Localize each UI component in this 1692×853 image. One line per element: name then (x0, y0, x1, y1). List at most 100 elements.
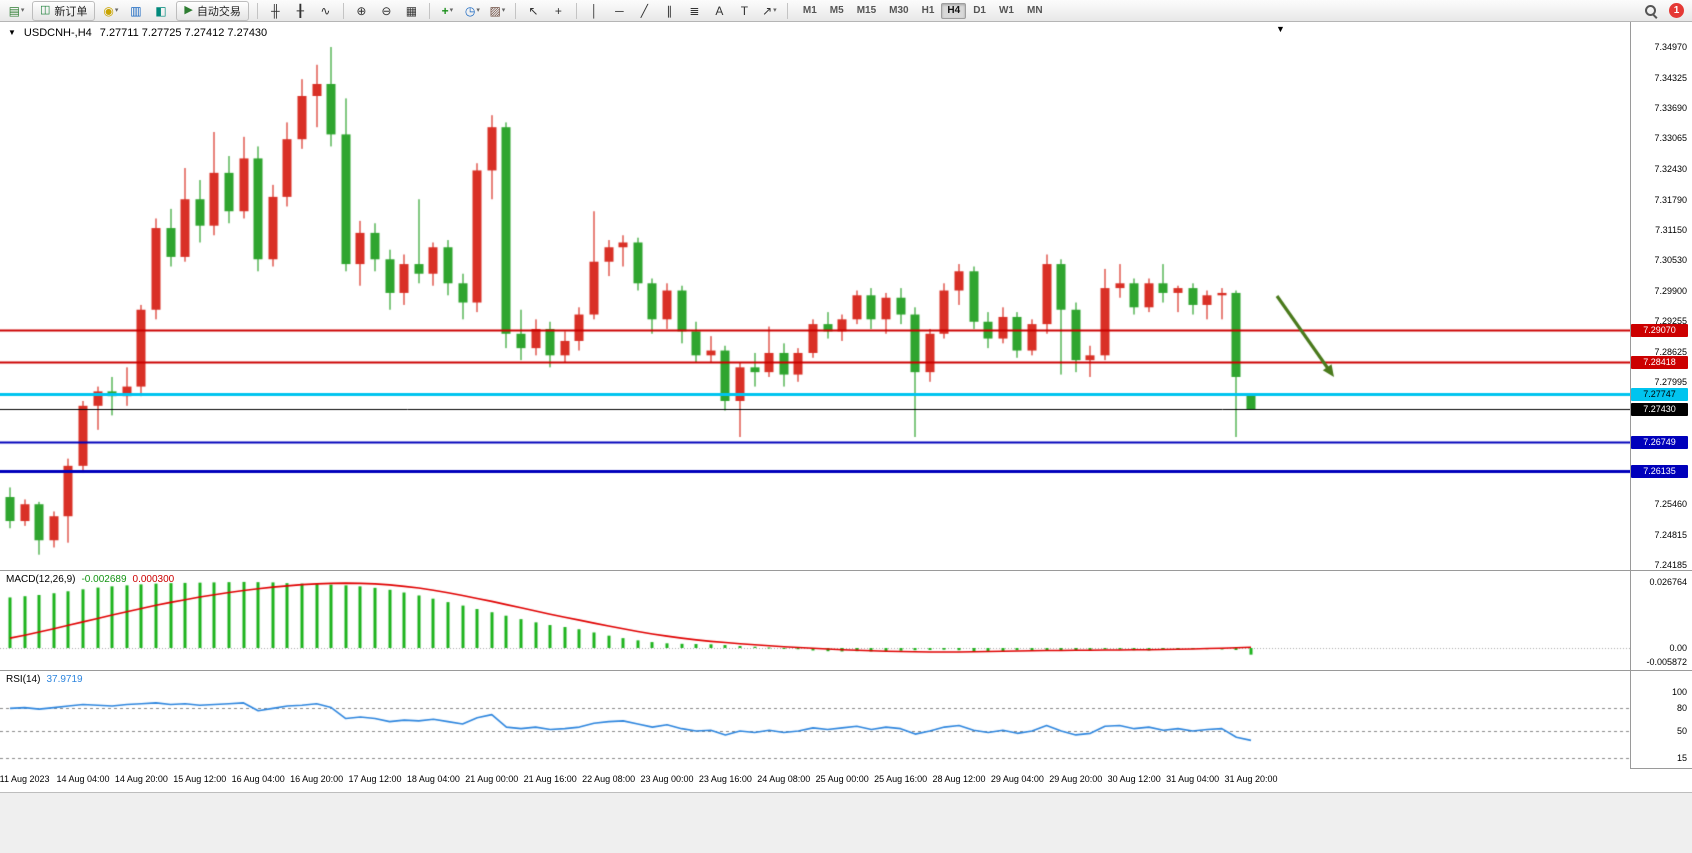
x-axis-label: 16 Aug 04:00 (231, 774, 285, 784)
candlestick-chart-icon-glyph: ╂ (296, 3, 304, 18)
x-axis-label: 31 Aug 04:00 (1166, 774, 1220, 784)
equidistant-channel-icon[interactable]: ∥ (658, 1, 681, 21)
arrows-icon[interactable]: ↗ ▾ (758, 1, 781, 21)
price-axis-label: 7.29255 (1654, 316, 1687, 327)
price-level-badge: 7.26135 (1631, 465, 1688, 479)
price-axis-label: 7.33065 (1654, 133, 1687, 144)
toolbar-separator (342, 2, 344, 19)
timeframe-button-m15[interactable]: M15 (856, 4, 877, 16)
zoom-in-icon[interactable]: ⊕ (350, 1, 373, 21)
trendline-icon[interactable]: ╱ (633, 1, 656, 21)
timeframe-button-d1[interactable]: D1 (973, 4, 986, 16)
chart-quote-ohlc: 7.27711 7.27725 7.27412 7.27430 (99, 27, 268, 39)
indicators-icon-glyph: + (441, 3, 449, 18)
rsi-panel-canvas[interactable] (0, 670, 1630, 768)
macd-axis-label: 0.00 (1669, 643, 1687, 653)
cursor-icon[interactable]: ↖ (522, 1, 545, 21)
vertical-line-icon[interactable]: │ (583, 1, 606, 21)
line-chart-icon[interactable]: ∿ (314, 1, 337, 21)
price-level-badge: 7.26749 (1631, 435, 1688, 449)
timeframe-button-m30[interactable]: M30 (889, 4, 909, 16)
price-axis-label: 7.32430 (1654, 163, 1687, 174)
main-chart-canvas[interactable] (0, 22, 1630, 570)
price-level-badge: 7.29070 (1631, 324, 1688, 338)
x-axis-label: 28 Aug 12:00 (932, 774, 986, 784)
crosshair-icon[interactable]: + (547, 1, 570, 21)
macd-panel-canvas[interactable] (0, 570, 1630, 670)
timeframe-button-w1[interactable]: W1 (998, 4, 1014, 16)
macd-axis-label: -0.005872 (1646, 657, 1687, 668)
dropdown-arrow-icon: ▾ (501, 7, 506, 14)
bar-chart-icon[interactable]: ╫ (264, 1, 287, 21)
profiles-icon-glyph: ◉ (103, 3, 114, 18)
x-axis-label: 11 Aug 2023 (0, 774, 50, 784)
rsi-panel-separator[interactable] (0, 670, 1692, 671)
text-icon[interactable]: A (708, 1, 731, 21)
chart-shift-marker-icon[interactable]: ▼ (1276, 24, 1285, 34)
zoom-out-icon[interactable]: ⊖ (375, 1, 398, 21)
macd-panel-separator[interactable] (0, 570, 1692, 571)
price-axis-label: 7.25460 (1654, 498, 1687, 509)
macd-main-value: -0.002689 (81, 574, 127, 585)
x-axis-label: 30 Aug 12:00 (1107, 774, 1161, 784)
auto-trading-button[interactable]: ▶ 自动交易 (176, 0, 249, 21)
toolbar-separator (428, 2, 430, 19)
cursor-icon-glyph: ↖ (528, 3, 539, 18)
notification-badge[interactable]: 1 (1669, 3, 1684, 18)
horizontal-line-icon-glyph: ─ (615, 3, 624, 18)
time-axis[interactable]: 11 Aug 2023 14 Aug 04:00 14 Aug 20:00 15 Au… (0, 768, 1630, 792)
price-axis[interactable]: 7.34970 7.34325 7.33690 7.33065 7.32430 7.317… (1631, 0, 1692, 852)
label-icon-glyph: T (740, 3, 749, 18)
rsi-axis-label: 50 (1676, 726, 1687, 736)
new-order-button[interactable]: ◫ 新订单 (32, 0, 96, 21)
profiles-icon[interactable]: ◉ ▾ (99, 1, 122, 21)
x-axis-label: 16 Aug 20:00 (290, 774, 344, 784)
toolbar: ▤ ▾ ◫ 新订单 ◉ ▾ ▥ ◧ ▶ 自动交易 ╫ ╂ ∿ ⊕ ⊖ ▦ + ▾ ◷ ▾ ▨ ▾ ↖ + │ ─ ╱ ∥ ≣ A T ↗ ▾ M1… (0, 0, 1692, 22)
oneclick-trading-collapse-icon[interactable]: ▼ (8, 28, 16, 37)
candlestick-chart-icon[interactable]: ╂ (289, 1, 312, 21)
data-window-icon[interactable]: ◧ (149, 1, 172, 21)
rsi-axis-label: 80 (1676, 702, 1687, 713)
toolbar-separator (256, 2, 258, 19)
price-axis-label: 7.29900 (1654, 285, 1687, 296)
periods-icon-glyph: ◷ (464, 3, 476, 18)
rsi-axis-label: 15 (1676, 753, 1687, 764)
tile-windows-icon[interactable]: ▦ (400, 1, 423, 21)
timeframe-button-m1[interactable]: M1 (802, 4, 817, 16)
x-axis-label: 29 Aug 20:00 (1049, 774, 1103, 784)
x-axis-label: 25 Aug 00:00 (815, 774, 869, 784)
toolbar-separator (786, 2, 788, 19)
periods-icon[interactable]: ◷ ▾ (461, 1, 484, 21)
timeframe-button-mn[interactable]: MN (1026, 4, 1043, 16)
x-axis-label: 14 Aug 04:00 (56, 774, 110, 784)
macd-signal-value: 0.000300 (132, 574, 175, 585)
rsi-indicator-label: RSI(14) 37.9719 (6, 674, 83, 685)
timeframe-button-h4[interactable]: H4 (941, 2, 967, 19)
timeframe-button-m5[interactable]: M5 (829, 4, 844, 16)
macd-name: MACD(12,26,9) (6, 574, 76, 585)
fibonacci-icon[interactable]: ≣ (683, 1, 706, 21)
toolbar-separator (514, 2, 516, 19)
timeframe-button-h1[interactable]: H1 (921, 4, 935, 16)
macd-axis-label: 0.026764 (1649, 577, 1687, 587)
timeframe-group: M1 M5 M15 M30 H1 H4 D1 W1 MN (797, 2, 1049, 19)
play-icon: ▶ (184, 4, 193, 16)
search-icon[interactable] (1643, 3, 1659, 19)
equidistant-channel-icon-glyph: ∥ (666, 3, 673, 18)
x-axis-label: 24 Aug 08:00 (757, 774, 811, 784)
new-chart-icon[interactable]: ▤ ▾ (5, 1, 28, 21)
label-icon[interactable]: T (733, 1, 756, 21)
new-order-button-label: 新订单 (54, 5, 88, 18)
indicators-icon[interactable]: + ▾ (436, 1, 459, 21)
chart-symbol-period: USDCNH-,H4 (23, 27, 92, 39)
x-axis-label: 17 Aug 12:00 (348, 774, 402, 784)
arrows-icon-glyph: ↗ (762, 3, 773, 18)
horizontal-line-icon[interactable]: ─ (608, 1, 631, 21)
x-axis-label: 21 Aug 00:00 (465, 774, 519, 784)
price-axis-label: 7.33690 (1654, 103, 1687, 114)
price-axis-label: 7.24815 (1654, 529, 1687, 540)
new-chart-icon-glyph: ▤ (8, 3, 20, 18)
market-watch-icon[interactable]: ▥ (124, 1, 147, 21)
templates-icon[interactable]: ▨ ▾ (486, 1, 509, 21)
window-background (0, 792, 1692, 853)
